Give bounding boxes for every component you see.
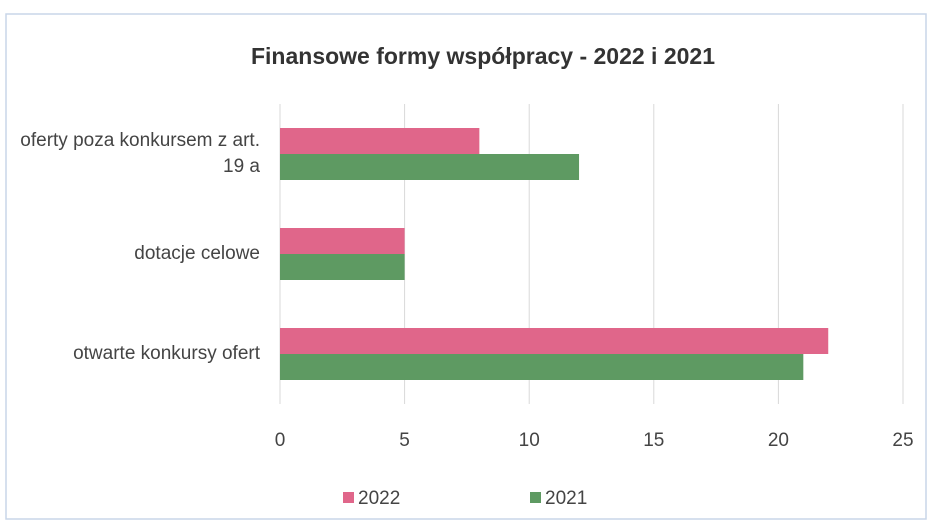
legend-label: 2021 (545, 488, 587, 509)
x-tick-label: 5 (399, 430, 410, 451)
legend-swatch (343, 492, 354, 503)
legend-swatch (530, 492, 541, 503)
y-tick-label: oferty poza konkursem z art. 19 a (20, 130, 260, 177)
bar (280, 254, 405, 280)
x-tick-label: 0 (275, 430, 286, 451)
bar (280, 154, 580, 180)
x-tick-label: 25 (892, 430, 913, 451)
x-tick-label: 20 (768, 430, 789, 451)
bar (280, 354, 804, 380)
x-tick-label: 15 (643, 430, 664, 451)
legend-label: 2022 (358, 488, 400, 509)
bar (280, 228, 405, 254)
chart-title: Finansowe formy współpracy - 2022 i 2021 (251, 43, 715, 69)
bar (280, 328, 829, 354)
chart-border (5, 13, 927, 520)
y-tick-label: otwarte konkursy ofert (73, 343, 260, 364)
x-tick-label: 10 (519, 430, 540, 451)
bar (280, 128, 480, 154)
y-tick-label: dotacje celowe (134, 243, 260, 264)
